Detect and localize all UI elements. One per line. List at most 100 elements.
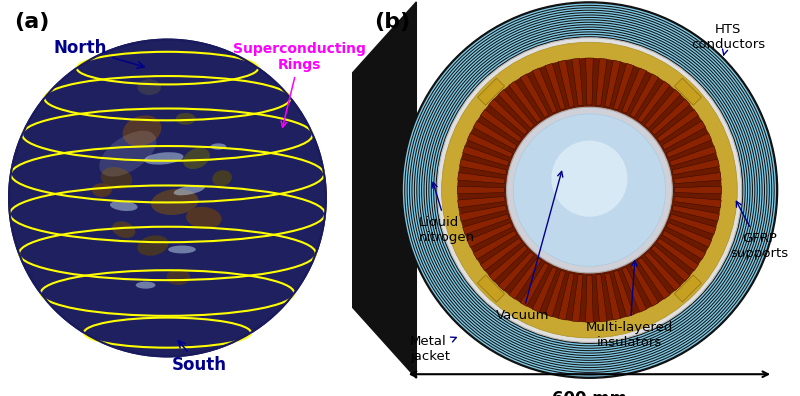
Text: (a): (a)	[14, 12, 50, 32]
Polygon shape	[478, 78, 505, 105]
Ellipse shape	[514, 114, 666, 266]
Ellipse shape	[506, 107, 672, 273]
Polygon shape	[651, 245, 690, 281]
Polygon shape	[670, 214, 716, 234]
Polygon shape	[638, 257, 670, 299]
Ellipse shape	[551, 141, 627, 217]
Text: Multi-layered
insulators: Multi-layered insulators	[586, 261, 674, 349]
Polygon shape	[462, 146, 510, 166]
Text: Metal
jacket: Metal jacket	[410, 335, 456, 363]
Polygon shape	[558, 60, 574, 107]
Polygon shape	[352, 2, 416, 378]
Text: Superconducting
Rings: Superconducting Rings	[234, 42, 366, 127]
Polygon shape	[586, 58, 594, 105]
Polygon shape	[509, 257, 542, 299]
Ellipse shape	[122, 115, 162, 146]
Text: South: South	[172, 341, 226, 374]
Polygon shape	[674, 186, 722, 194]
Polygon shape	[462, 214, 510, 234]
Polygon shape	[532, 267, 557, 312]
Ellipse shape	[183, 148, 210, 169]
Ellipse shape	[9, 40, 326, 356]
Polygon shape	[545, 63, 566, 110]
Polygon shape	[480, 238, 522, 271]
Polygon shape	[670, 146, 716, 166]
Polygon shape	[459, 159, 506, 175]
Ellipse shape	[99, 131, 157, 177]
Polygon shape	[614, 63, 634, 110]
Text: GFRP
supports: GFRP supports	[730, 201, 789, 259]
Polygon shape	[489, 245, 528, 281]
Polygon shape	[674, 196, 722, 208]
Text: North: North	[54, 39, 144, 68]
Ellipse shape	[92, 183, 112, 197]
Polygon shape	[520, 74, 549, 118]
Polygon shape	[473, 230, 517, 259]
Ellipse shape	[166, 269, 190, 285]
Polygon shape	[532, 68, 557, 113]
Polygon shape	[622, 267, 646, 312]
Ellipse shape	[437, 38, 742, 343]
Ellipse shape	[138, 79, 161, 95]
Polygon shape	[657, 238, 698, 271]
Polygon shape	[605, 60, 621, 107]
Polygon shape	[473, 121, 517, 150]
Polygon shape	[674, 275, 702, 302]
Ellipse shape	[151, 189, 198, 215]
Ellipse shape	[176, 113, 195, 125]
Polygon shape	[572, 58, 583, 106]
Ellipse shape	[112, 221, 135, 238]
Polygon shape	[614, 270, 634, 317]
Polygon shape	[459, 206, 506, 221]
Polygon shape	[657, 109, 698, 142]
Polygon shape	[662, 230, 706, 259]
Polygon shape	[478, 275, 505, 302]
Ellipse shape	[442, 42, 738, 338]
Polygon shape	[458, 186, 504, 194]
Polygon shape	[572, 274, 583, 322]
Polygon shape	[467, 133, 513, 158]
Text: Vacuum: Vacuum	[495, 171, 562, 322]
Polygon shape	[672, 159, 719, 175]
Polygon shape	[509, 81, 542, 123]
Polygon shape	[605, 273, 621, 320]
Polygon shape	[458, 173, 505, 184]
Ellipse shape	[186, 207, 222, 229]
Polygon shape	[674, 173, 722, 184]
Polygon shape	[498, 89, 534, 128]
Polygon shape	[558, 273, 574, 320]
Text: 600 mm: 600 mm	[552, 390, 627, 396]
Polygon shape	[645, 252, 681, 291]
Polygon shape	[651, 99, 690, 135]
Ellipse shape	[210, 143, 226, 150]
Polygon shape	[586, 275, 594, 322]
Ellipse shape	[174, 185, 205, 195]
Ellipse shape	[101, 167, 132, 189]
Polygon shape	[467, 223, 513, 247]
Ellipse shape	[168, 246, 196, 253]
Polygon shape	[674, 78, 702, 105]
Polygon shape	[672, 206, 719, 221]
Polygon shape	[666, 133, 712, 158]
Polygon shape	[545, 270, 566, 317]
Ellipse shape	[212, 170, 232, 186]
Text: HTS
conductors: HTS conductors	[691, 23, 766, 55]
Text: Liquid
nitrogen: Liquid nitrogen	[419, 182, 475, 244]
Polygon shape	[596, 274, 607, 322]
Polygon shape	[596, 58, 607, 106]
Polygon shape	[480, 109, 522, 142]
Ellipse shape	[138, 235, 169, 256]
Polygon shape	[638, 81, 670, 123]
Ellipse shape	[458, 58, 722, 322]
Polygon shape	[666, 223, 712, 247]
Polygon shape	[622, 68, 646, 113]
Ellipse shape	[110, 201, 138, 211]
Polygon shape	[458, 196, 505, 208]
Ellipse shape	[144, 152, 183, 165]
Text: (b): (b)	[374, 12, 410, 32]
Polygon shape	[630, 74, 658, 118]
Ellipse shape	[136, 282, 155, 289]
Ellipse shape	[402, 2, 778, 378]
Polygon shape	[662, 121, 706, 150]
Polygon shape	[489, 99, 528, 135]
